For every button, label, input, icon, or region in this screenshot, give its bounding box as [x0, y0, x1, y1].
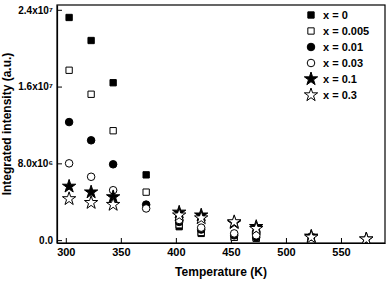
legend-item: x = 0.005 — [308, 25, 369, 37]
series — [66, 14, 314, 241]
y-tick-mark — [57, 240, 62, 241]
series — [65, 118, 260, 241]
x-tick: 500 — [277, 238, 295, 258]
y-tick-label: 0.0 — [39, 235, 53, 246]
y-tick-mark — [57, 87, 62, 88]
legend-label: x = 0.01 — [323, 41, 363, 53]
legend-item: x = 0 — [308, 9, 348, 21]
y-axis-title: Integrated intensity (a.u.) — [0, 53, 14, 196]
legend-label: x = 0 — [323, 9, 348, 21]
x-tick-label: 350 — [112, 246, 130, 258]
series — [65, 160, 260, 240]
point — [62, 192, 75, 205]
y-axis: 0.0 8.0x10⁶ 1.6x10⁷ 2.4x10⁷ — [18, 4, 62, 245]
point — [87, 173, 95, 181]
x-tick-label: 500 — [277, 246, 295, 258]
point — [228, 215, 241, 228]
x-tick-mark — [341, 238, 342, 243]
point — [110, 128, 116, 134]
point — [228, 216, 241, 229]
point — [142, 205, 150, 213]
chart: 300 350 400 450 500 550 0.0 8.0x10⁶ 1.6x10⁷ 2.4x1… — [0, 0, 392, 281]
point — [66, 67, 72, 73]
point — [106, 198, 119, 211]
x-tick: 400 — [167, 238, 185, 258]
x-tick-mark — [66, 238, 67, 243]
point — [110, 80, 116, 86]
legend-item: x = 0.01 — [307, 41, 363, 53]
point — [360, 232, 373, 243]
point — [65, 118, 73, 126]
plot-frame — [57, 5, 385, 243]
point — [87, 137, 95, 145]
y-tick-label: 1.6x10⁷ — [18, 81, 53, 92]
y-tick-mark — [57, 10, 62, 11]
legend-marker — [304, 72, 317, 85]
x-tick-mark — [286, 238, 287, 243]
y-tick-label: 2.4x10⁷ — [18, 4, 53, 15]
point — [62, 179, 75, 192]
x-axis: 300 350 400 450 500 550 — [57, 238, 385, 258]
y-axis-line — [57, 6, 58, 244]
legend-marker — [307, 43, 315, 51]
y-tick: 0.0 — [39, 235, 62, 246]
x-tick-label: 550 — [332, 246, 350, 258]
legend-marker — [308, 12, 314, 18]
legend-label: x = 0.3 — [323, 89, 357, 101]
point — [360, 232, 373, 243]
x-axis-title: Temperature (K) — [175, 265, 267, 279]
x-tick-mark — [176, 238, 177, 243]
x-tick: 300 — [57, 238, 75, 258]
series — [62, 179, 372, 243]
point — [230, 230, 238, 238]
point — [66, 14, 72, 20]
legend-label: x = 0.005 — [323, 25, 369, 37]
series — [66, 67, 314, 241]
point — [305, 230, 318, 243]
x-tick-mark — [121, 238, 122, 243]
legend-marker — [308, 28, 314, 34]
legend: x = 0 x = 0.005 x = 0.01 x = 0.03 x = 0.1 x =… — [304, 9, 369, 101]
x-tick: 450 — [222, 238, 240, 258]
y-tick: 8.0x10⁶ — [18, 158, 62, 169]
point — [65, 160, 73, 168]
legend-item: x = 0.3 — [304, 88, 357, 101]
point — [305, 229, 318, 242]
legend-item: x = 0.1 — [304, 72, 357, 85]
x-tick-label: 300 — [57, 246, 75, 258]
plot: 300 350 400 450 500 550 0.0 8.0x10⁶ 1.6x10⁷ 2.4x1… — [18, 4, 386, 257]
x-tick: 350 — [112, 238, 130, 258]
series — [62, 192, 372, 243]
x-tick-label: 400 — [167, 246, 185, 258]
point — [250, 222, 263, 235]
point — [88, 91, 94, 97]
point — [143, 172, 149, 178]
point — [88, 37, 94, 43]
point — [143, 189, 149, 195]
y-tick: 2.4x10⁷ — [18, 4, 62, 15]
x-tick: 550 — [332, 238, 350, 258]
x-tick-label: 450 — [222, 246, 240, 258]
legend-marker — [304, 88, 317, 101]
legend-label: x = 0.1 — [323, 73, 357, 85]
point — [195, 211, 208, 224]
x-axis-line — [58, 243, 386, 244]
legend-item: x = 0.03 — [307, 57, 363, 69]
marks — [62, 14, 372, 243]
y-tick: 1.6x10⁷ — [18, 81, 62, 92]
point — [197, 224, 205, 232]
y-tick-mark — [57, 163, 62, 164]
point — [173, 208, 186, 221]
point — [109, 161, 117, 169]
legend-label: x = 0.03 — [323, 57, 363, 69]
point — [84, 196, 97, 209]
legend-marker — [307, 59, 315, 67]
y-tick-label: 8.0x10⁶ — [18, 158, 53, 169]
